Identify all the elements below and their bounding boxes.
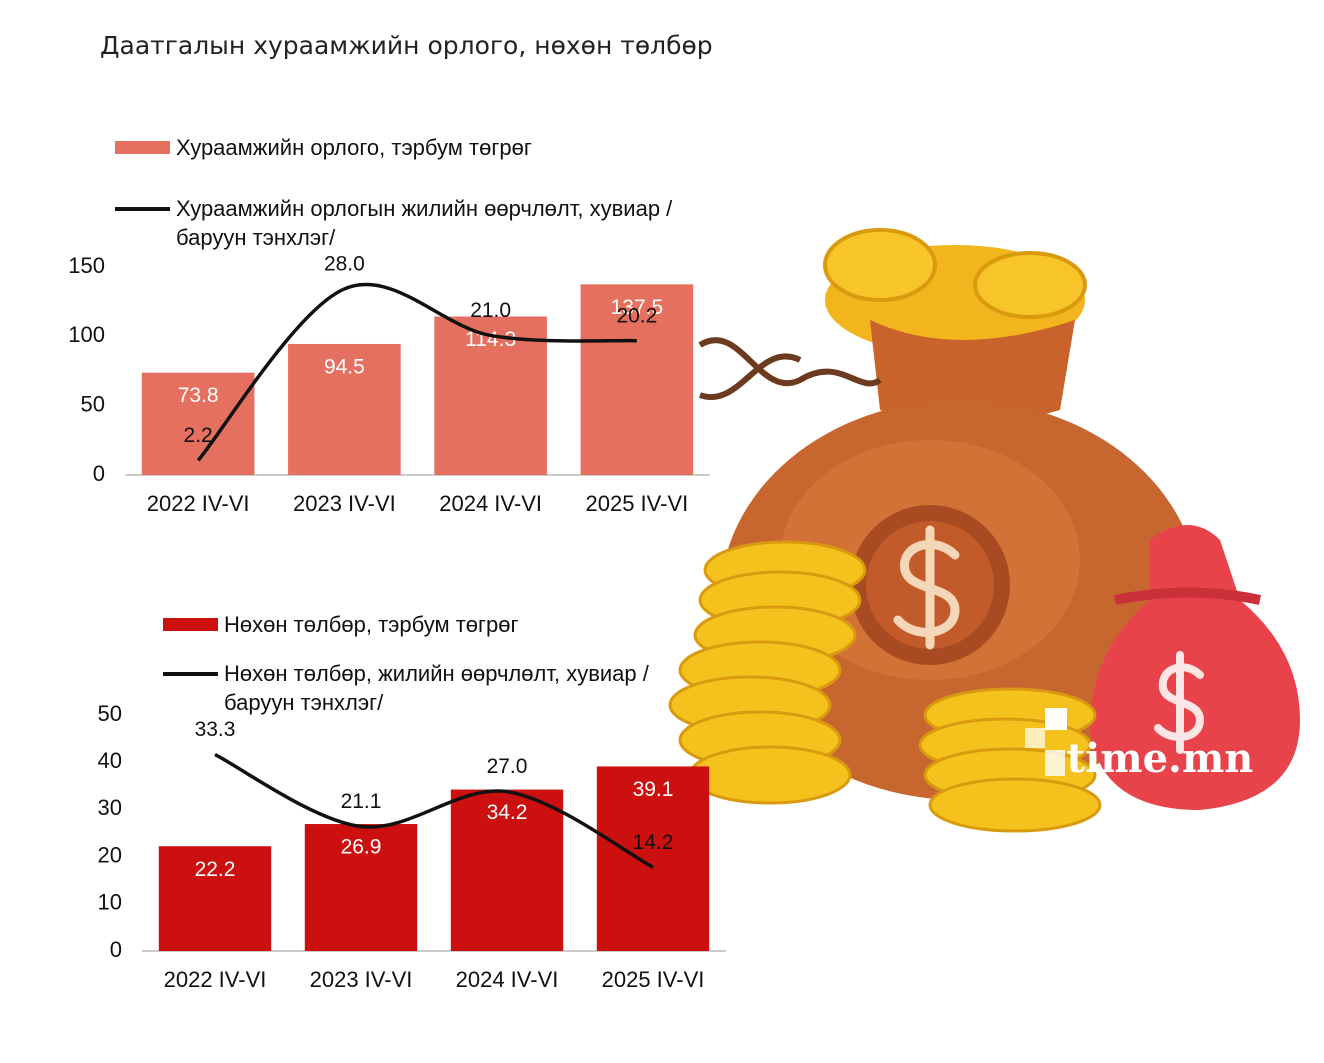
y-tick-label: 30	[98, 795, 122, 820]
y-tick-label: 0	[93, 461, 105, 486]
page-title: Даатгалын хураамжийн орлого, нөхөн төлбө…	[100, 31, 713, 60]
line-value-label: 33.3	[195, 718, 236, 741]
bar	[434, 316, 547, 475]
legend-item: Хураамжийн орлогын жилийн өөрчлөлт, хуви…	[115, 194, 715, 252]
legend-label: Нөхөн төлбөр, тэрбум төгрөг	[224, 612, 519, 637]
bar-value-label: 22.2	[195, 858, 236, 881]
illustration	[668, 228, 1300, 833]
y-tick-label: 150	[68, 253, 105, 278]
legend-item: Нөхөн төлбөр, тэрбум төгрөг	[163, 610, 519, 639]
line-value-label: 28.0	[324, 252, 365, 275]
bar-value-label: 26.9	[341, 836, 382, 859]
bar	[304, 824, 418, 951]
bar-value-label: 34.2	[487, 801, 528, 824]
bar	[288, 343, 401, 475]
x-tick-label: 2023 IV-VI	[293, 491, 396, 516]
legend-item: Хураамжийн орлого, тэрбум төгрөг	[115, 133, 532, 162]
y-tick-label: 20	[98, 842, 122, 867]
bar	[580, 284, 694, 475]
legend-swatch	[115, 141, 170, 154]
line	[214, 752, 654, 869]
bar-value-label: 94.5	[324, 356, 365, 379]
y-tick-label: 10	[98, 890, 122, 915]
line-value-label: 27.0	[487, 755, 528, 778]
legend-label: Нөхөн төлбөр, жилийн өөрчлөлт, хувиар /б…	[224, 661, 649, 715]
line-value-label: 21.0	[470, 299, 511, 322]
line-value-label: 2.2	[184, 424, 213, 447]
x-tick-label: 2025 IV-VI	[586, 491, 689, 516]
legend-swatch	[163, 672, 218, 676]
watermark: time.mn	[1067, 735, 1254, 782]
legend-swatch	[163, 618, 218, 631]
x-tick-label: 2024 IV-VI	[456, 967, 559, 992]
x-tick-label: 2025 IV-VI	[602, 967, 705, 992]
x-tick-label: 2022 IV-VI	[147, 491, 250, 516]
x-tick-label: 2024 IV-VI	[439, 491, 542, 516]
y-tick-label: 50	[81, 391, 105, 416]
bar-value-label: 39.1	[633, 778, 674, 801]
line-value-label: 20.2	[616, 304, 657, 327]
bar-value-label: 137.5	[611, 296, 664, 319]
bar	[596, 766, 710, 951]
legend-swatch	[115, 207, 170, 211]
bar-value-label: 73.8	[178, 384, 219, 407]
legend-label: Хураамжийн орлого, тэрбум төгрөг	[176, 135, 532, 160]
y-tick-label: 40	[98, 748, 122, 773]
y-tick-label: 0	[110, 937, 122, 962]
x-tick-label: 2022 IV-VI	[164, 967, 267, 992]
legend-label: Хураамжийн орлогын жилийн өөрчлөлт, хуви…	[176, 196, 673, 250]
bar	[450, 789, 564, 951]
y-tick-label: 100	[68, 322, 105, 347]
line	[196, 282, 637, 462]
line-value-label: 21.1	[341, 790, 382, 813]
line-value-label: 14.2	[633, 831, 674, 854]
bar	[158, 846, 272, 951]
y-tick-label: 50	[98, 701, 122, 726]
legend-item: Нөхөн төлбөр, жилийн өөрчлөлт, хувиар /б…	[163, 659, 683, 717]
x-tick-label: 2023 IV-VI	[310, 967, 413, 992]
